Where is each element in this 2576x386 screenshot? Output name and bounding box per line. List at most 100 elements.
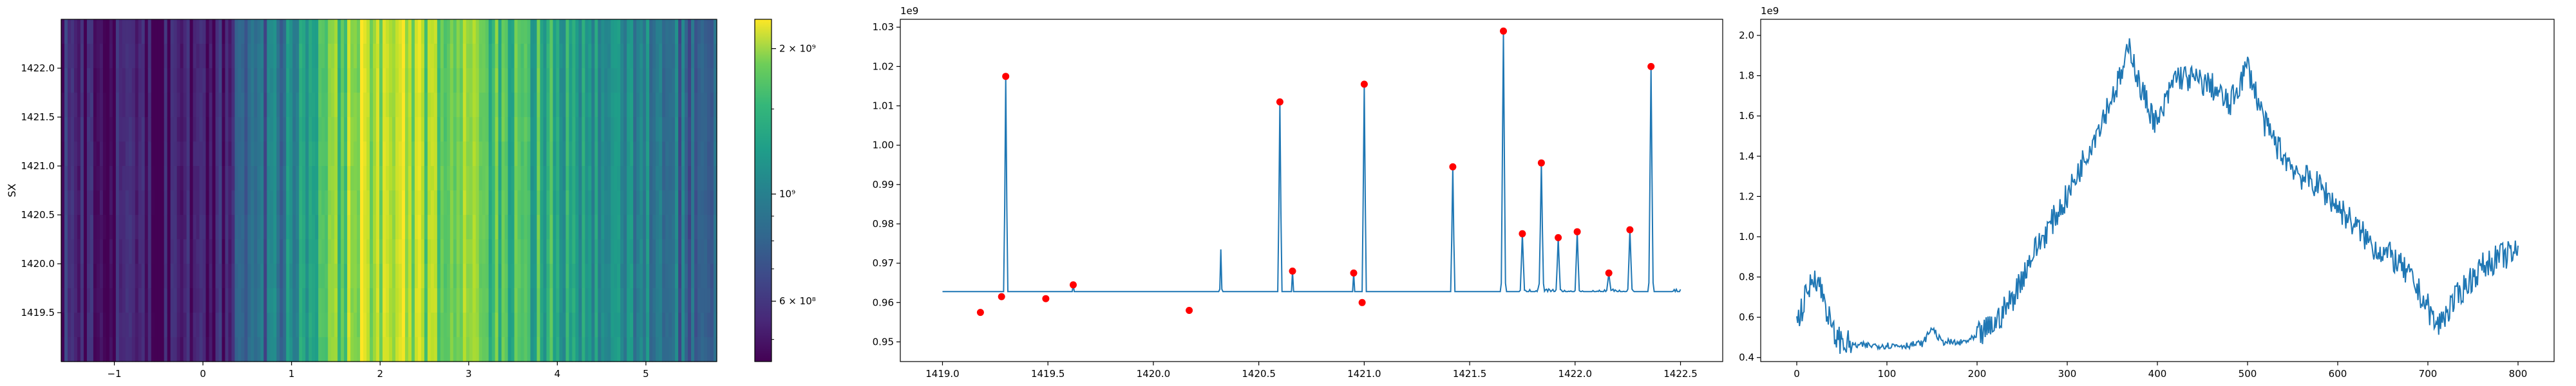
- heatmap-cell: [482, 190, 486, 216]
- heatmap-cell: [90, 19, 94, 44]
- heatmap-cell: [450, 117, 454, 142]
- heatmap-cell: [131, 288, 136, 313]
- heatmap-cell: [614, 337, 618, 362]
- heatmap-cell: [370, 166, 374, 191]
- heatmap-cell: [437, 117, 441, 142]
- heatmap-cell: [688, 93, 692, 118]
- heatmap-cell: [569, 288, 573, 313]
- heatmap-cell: [360, 288, 364, 313]
- heatmap-cell: [167, 19, 171, 44]
- heatmap-cell: [575, 117, 580, 142]
- heatmap-cell: [354, 190, 357, 216]
- heatmap-cell: [649, 44, 653, 69]
- heatmap-cell: [633, 68, 637, 93]
- heatmap-cell: [167, 288, 171, 313]
- heatmap-cell: [469, 166, 473, 191]
- heatmap-cell: [118, 166, 123, 191]
- heatmap-cell: [575, 142, 580, 167]
- heatmap-cell: [517, 93, 522, 118]
- heatmap-cell: [234, 142, 239, 167]
- heatmap-cell: [70, 337, 75, 362]
- profile-x-tick-label: 800: [2509, 368, 2528, 380]
- heatmap-cell: [517, 337, 522, 362]
- heatmap-cell: [341, 19, 345, 44]
- heatmap-cell: [685, 190, 688, 216]
- heatmap-cell: [504, 239, 509, 264]
- heatmap-cell: [160, 337, 165, 362]
- heatmap-cell: [582, 44, 585, 69]
- heatmap-cell: [286, 117, 290, 142]
- heatmap-cell: [183, 215, 187, 240]
- heatmap-cell: [328, 117, 332, 142]
- heatmap-cell: [582, 337, 585, 362]
- heatmap-cell: [565, 239, 570, 264]
- heatmap-cell: [598, 313, 601, 338]
- heatmap-cell: [205, 19, 210, 44]
- heatmap-cell: [109, 166, 113, 191]
- heatmap-cell: [459, 239, 464, 264]
- heatmap-cell: [254, 264, 258, 289]
- heatmap-cell: [86, 117, 91, 142]
- heatmap-cell: [453, 239, 457, 264]
- heatmap-cell: [151, 142, 155, 167]
- heatmap-cell: [125, 313, 129, 338]
- heatmap-cell: [614, 215, 618, 240]
- heatmap-cell: [334, 68, 338, 93]
- heatmap-cell: [276, 313, 280, 338]
- heatmap-cell: [585, 337, 589, 362]
- heatmap-cell: [135, 142, 139, 167]
- heatmap-cell: [363, 239, 367, 264]
- heatmap-cell: [685, 264, 688, 289]
- heatmap-cell: [289, 44, 293, 69]
- heatmap-cell: [109, 190, 113, 216]
- heatmap-cell: [389, 337, 393, 362]
- heatmap-cell: [344, 44, 348, 69]
- heatmap-cell: [604, 44, 608, 69]
- heatmap-cell: [354, 337, 357, 362]
- heatmap-cell: [386, 337, 390, 362]
- heatmap-cell: [96, 337, 100, 362]
- heatmap-cell: [254, 239, 258, 264]
- heatmap-cell: [254, 142, 258, 167]
- heatmap-cell: [254, 19, 258, 44]
- heatmap-cell: [122, 190, 126, 216]
- heatmap-cell: [485, 288, 489, 313]
- heatmap-cell: [604, 93, 608, 118]
- heatmap-y-tick-label: 1421.5: [21, 111, 55, 123]
- heatmap-cell: [437, 68, 441, 93]
- heatmap-cell: [604, 337, 608, 362]
- heatmap-cell: [154, 337, 158, 362]
- heatmap-cell: [376, 264, 380, 289]
- heatmap-cell: [643, 337, 647, 362]
- heatmap-cell: [296, 44, 299, 69]
- heatmap-cell: [183, 313, 187, 338]
- heatmap-cell: [109, 44, 113, 69]
- heatmap-cell: [408, 19, 412, 44]
- heatmap-cell: [189, 337, 194, 362]
- heatmap-cell: [112, 313, 117, 338]
- heatmap-cell: [331, 19, 335, 44]
- heatmap-cell: [379, 288, 383, 313]
- heatmap-cell: [401, 337, 406, 362]
- heatmap-cell: [594, 142, 598, 167]
- heatmap-cell: [507, 288, 512, 313]
- heatmap-cell: [373, 68, 377, 93]
- heatmap-cell: [549, 264, 554, 289]
- heatmap-cell: [279, 190, 283, 216]
- heatmap-cell: [212, 190, 216, 216]
- heatmap-cell: [144, 264, 149, 289]
- heatmap-cell: [504, 264, 509, 289]
- heatmap-cell: [601, 68, 605, 93]
- heatmap-cell: [218, 93, 223, 118]
- heatmap-cell: [131, 166, 136, 191]
- heatmap-cell: [77, 190, 81, 216]
- peak-marker: [998, 293, 1005, 300]
- heatmap-cell: [688, 44, 692, 69]
- heatmap-cell: [180, 93, 184, 118]
- heatmap-cell: [141, 215, 146, 240]
- heatmap-cell: [514, 313, 518, 338]
- heatmap-cell: [376, 313, 380, 338]
- heatmap-cell: [646, 93, 650, 118]
- heatmap-cell: [160, 215, 165, 240]
- heatmap-cell: [392, 313, 396, 338]
